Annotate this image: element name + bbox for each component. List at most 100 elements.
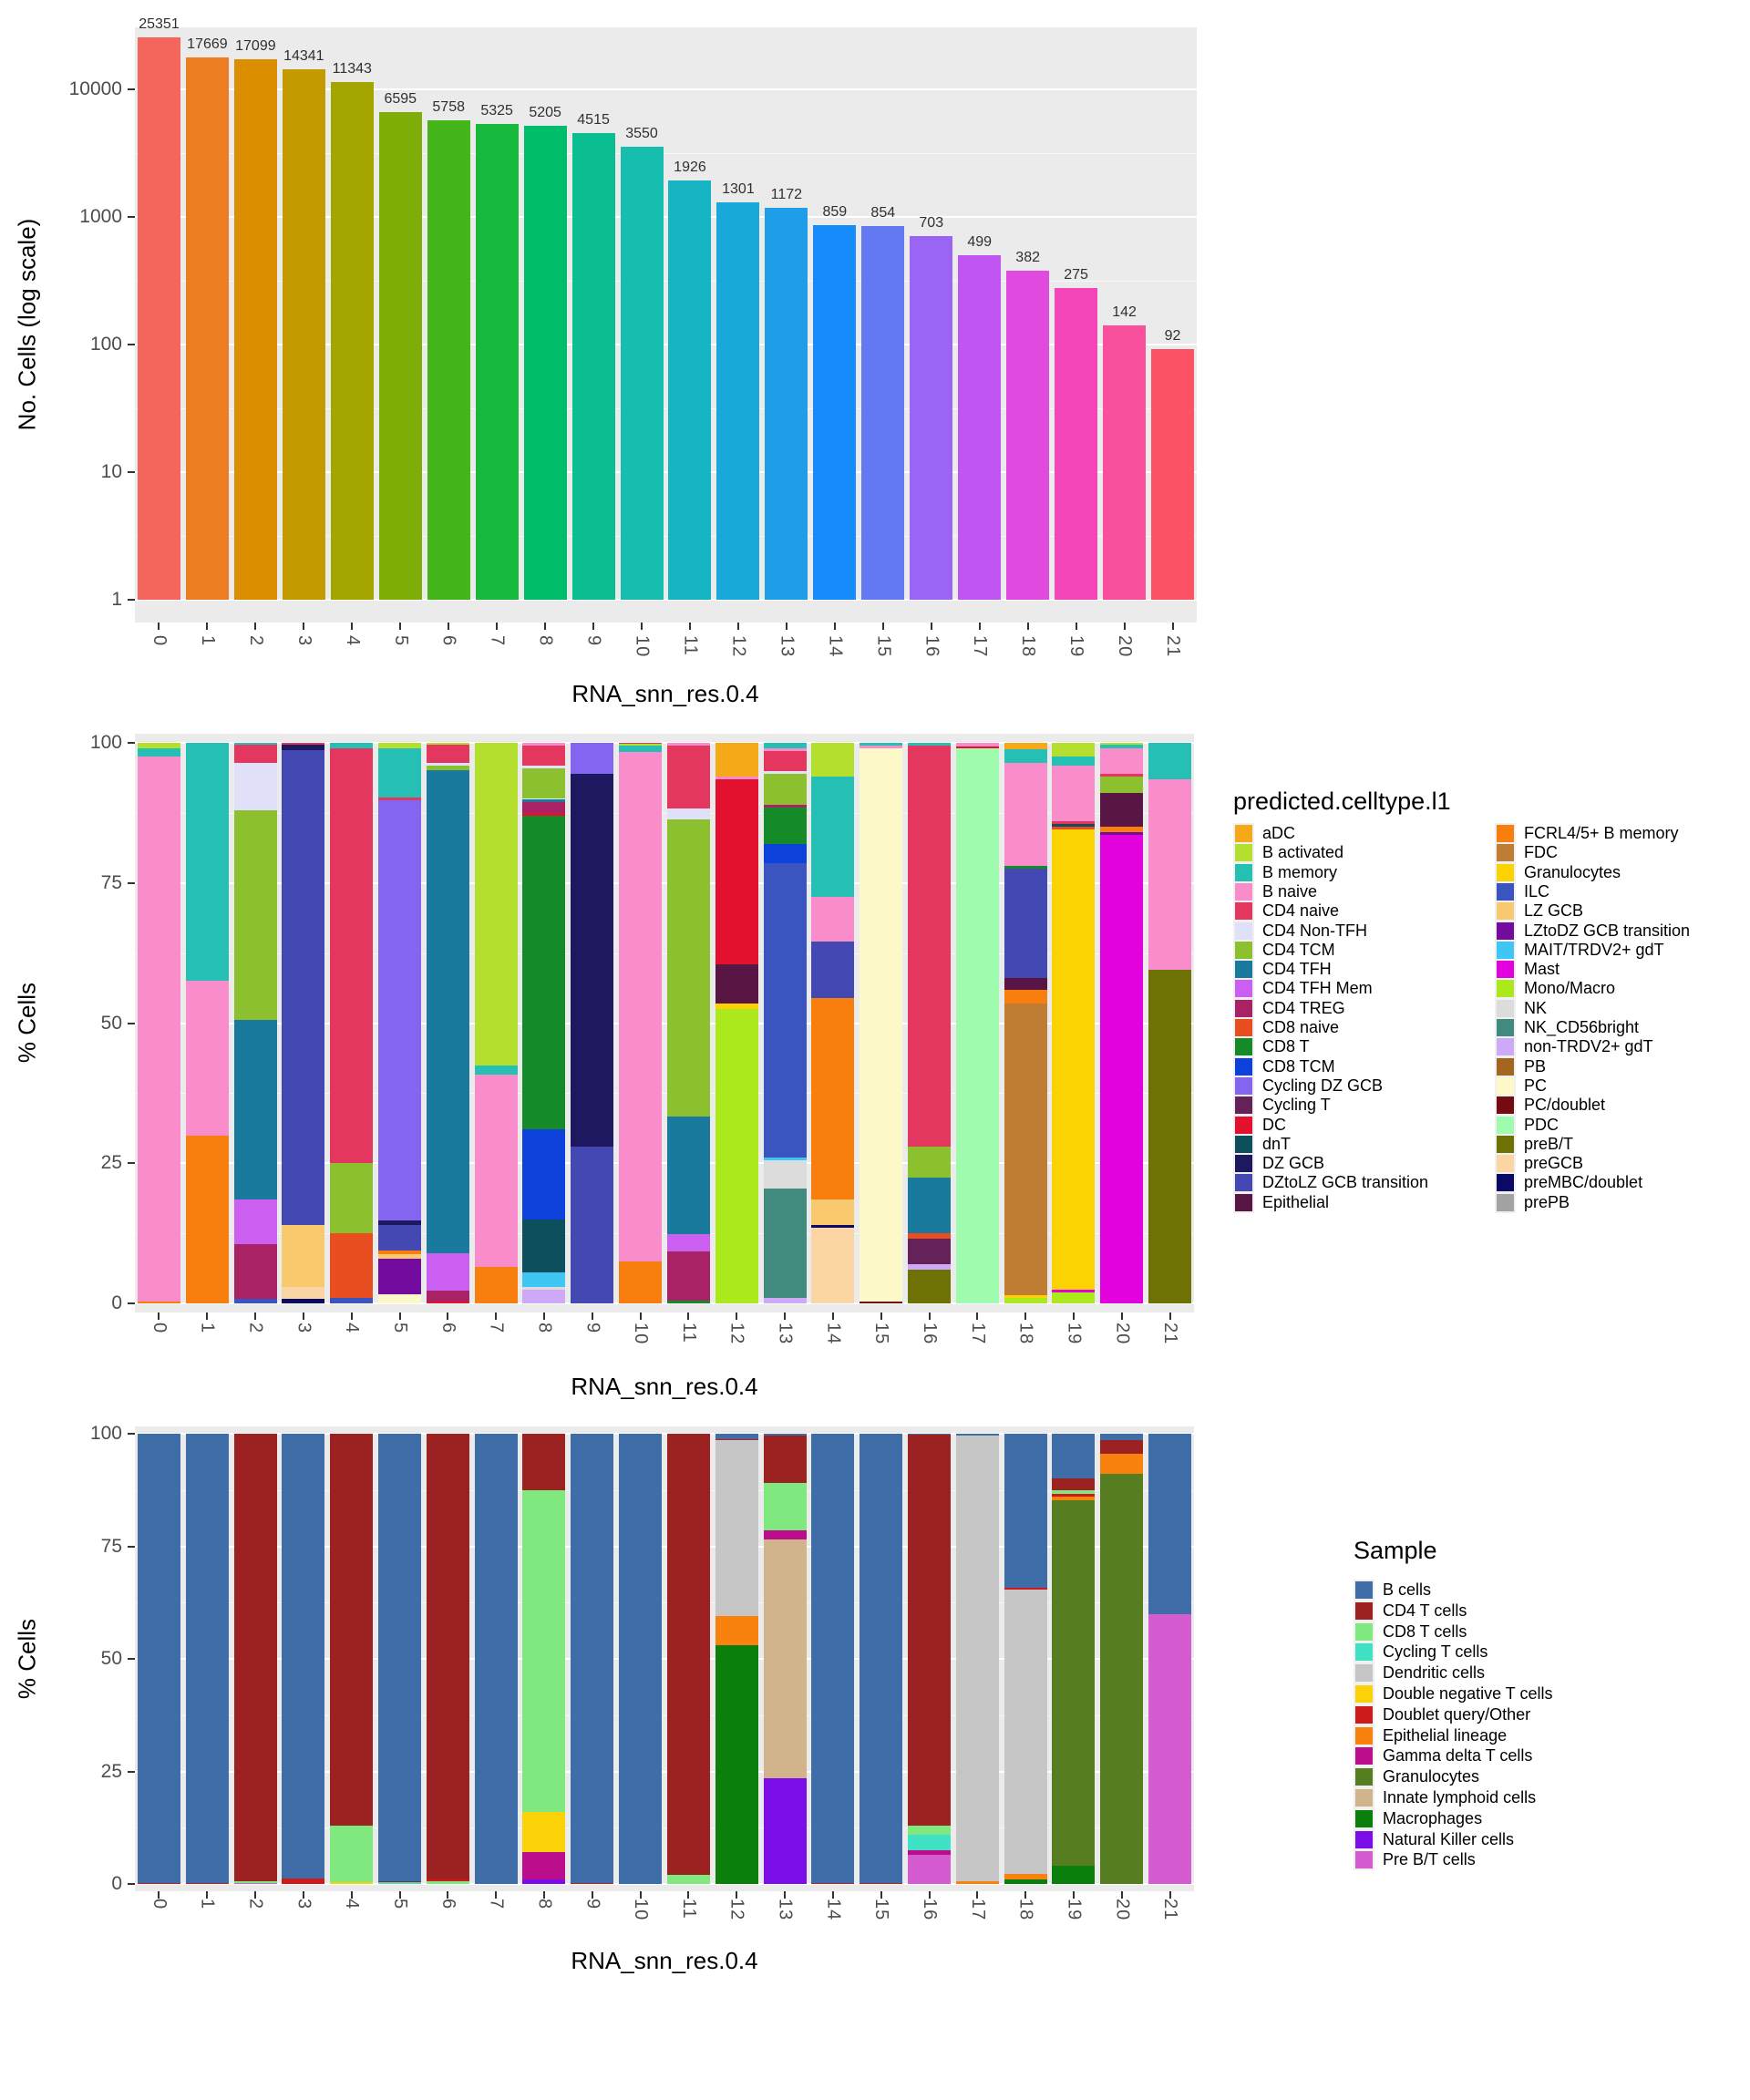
stack-segment-natural-killer-cells	[522, 1879, 566, 1884]
stack-segment-doublet-query-other	[1004, 1588, 1047, 1590]
stack-segment-cd8-t-cells	[908, 1825, 951, 1835]
legend-label: Double negative T cells	[1383, 1684, 1553, 1703]
x-axis-tick-label: 4	[342, 1323, 363, 1334]
stack-segment-macrophages	[715, 1645, 758, 1884]
minor-gridline	[135, 408, 1197, 409]
stack-segment-b-memory	[619, 746, 663, 752]
legend-item-b-memory: B memory	[1233, 861, 1527, 883]
stack-segment-b-activated	[619, 744, 663, 746]
x-axis-tick	[1123, 623, 1126, 630]
legend-label: FDC	[1524, 843, 1558, 862]
stack-segment-dz-gcb	[282, 744, 325, 750]
stack-segment-cd4-naive	[426, 745, 469, 764]
stack-segment-doublet-query-other	[137, 1882, 180, 1884]
y-axis-tick	[128, 599, 135, 601]
legend-label: PC/doublet	[1524, 1096, 1606, 1115]
y-axis-tick	[128, 1883, 135, 1885]
x-axis-tick-label: 17	[967, 1899, 988, 1921]
count-bar-cluster-21	[1151, 349, 1195, 600]
x-axis-tick-label: 6	[438, 635, 459, 647]
legend-swatch	[1495, 880, 1516, 902]
stack-segment-cd4-naive	[666, 746, 710, 808]
stack-segment-epithelial-lineage	[955, 1880, 999, 1884]
stack-segment-nk	[522, 1287, 566, 1291]
y-axis-tick-label: 10000	[68, 78, 122, 99]
legend-swatch	[1354, 1724, 1374, 1746]
stack-segment-innate-lymphoid-cells	[763, 1539, 807, 1778]
legend-item-pc: PC	[1495, 1075, 1750, 1096]
counts-x-axis-title: RNA_snn_res.0.4	[571, 680, 759, 707]
stack-segment-non-trdv2-gdt	[522, 1290, 566, 1303]
x-axis-tick	[978, 623, 981, 630]
legend-item-dztolz-gcb-transition: DZtoLZ GCB transition	[1233, 1172, 1527, 1194]
count-bar-cluster-19	[1055, 288, 1098, 600]
x-axis-tick-label: 19	[1064, 1323, 1085, 1345]
stack-segment-b-cells	[715, 1434, 758, 1439]
x-axis-tick	[928, 1312, 931, 1320]
count-bar-value-label: 854	[870, 204, 896, 221]
x-axis-tick-label: 2	[245, 1323, 266, 1334]
legend-label: Innate lymphoid cells	[1383, 1788, 1537, 1807]
x-axis-tick	[880, 1312, 882, 1320]
stack-segment-double-negative-t-cells	[522, 1811, 566, 1853]
x-axis-tick-label: 14	[825, 635, 846, 658]
counts-y-axis-title: No. Cells (log scale)	[13, 218, 41, 431]
x-axis-tick	[254, 1312, 257, 1320]
x-axis-tick	[1024, 1891, 1027, 1899]
y-axis-tick	[128, 344, 135, 345]
x-axis-tick-label: 10	[631, 1899, 652, 1921]
count-bar-value-label: 25351	[139, 16, 180, 33]
stack-segment-doublet-query-other	[811, 1882, 855, 1884]
legend-item-cycling-t: Cycling T	[1233, 1095, 1527, 1117]
stack-segment-b-activated	[378, 743, 421, 749]
x-axis-tick-label: 0	[149, 1323, 170, 1334]
stack-segment-mast	[1052, 1289, 1096, 1292]
legend-item-granulocytes: Granulocytes	[1495, 861, 1750, 883]
x-axis-tick	[1072, 1891, 1075, 1899]
legend-swatch	[1495, 1172, 1516, 1194]
y-axis-tick	[128, 88, 135, 90]
x-axis-tick-label: 3	[293, 1899, 314, 1910]
count-bar-cluster-2	[233, 59, 277, 600]
stack-segment-cd4-naive	[378, 798, 421, 800]
count-bar-cluster-5	[378, 112, 422, 600]
legend-swatch	[1233, 1191, 1254, 1213]
legend-item-ilc: ILC	[1495, 880, 1750, 902]
stack-segment-b-naive	[955, 743, 999, 746]
stack-segment-pregcb	[282, 1286, 325, 1300]
minor-gridline	[135, 1602, 1194, 1604]
minor-gridline	[135, 1489, 1194, 1491]
count-bar-cluster-6	[427, 119, 470, 600]
y-axis-tick	[128, 1162, 135, 1165]
stack-segment-fcrl4-5-b-memory	[1100, 827, 1144, 833]
legend-label: preGCB	[1524, 1154, 1584, 1173]
x-axis-tick	[399, 623, 402, 630]
legend-item-mait-trdv2-gdt: MAIT/TRDV2+ gdT	[1495, 939, 1750, 961]
x-axis-tick	[302, 1312, 304, 1320]
count-bar-value-label: 1301	[722, 181, 755, 197]
stack-segment-cd4-non-tfh	[426, 763, 469, 766]
stack-segment-b-naive	[474, 1075, 518, 1268]
count-bar-value-label: 14341	[283, 48, 324, 65]
legend-item-nk-cd56bright: NK_CD56bright	[1495, 1017, 1750, 1038]
legend-swatch	[1233, 997, 1254, 1019]
legend-item-nk: NK	[1495, 997, 1750, 1019]
y-axis-tick	[128, 471, 135, 473]
legend-label: DZ GCB	[1262, 1154, 1325, 1173]
stack-segment-b-memory	[137, 747, 180, 757]
legend-item-non-trdv2-gdt: non-TRDV2+ gdT	[1495, 1036, 1750, 1058]
sample-x-axis-title: RNA_snn_res.0.4	[571, 1947, 758, 1974]
legend-item-cd4-t-cells: CD4 T cells	[1354, 1600, 1647, 1621]
stack-segment-epithelial-lineage	[1004, 1873, 1047, 1880]
stack-segment-nk	[763, 1160, 807, 1189]
x-axis-tick-label: 0	[149, 1899, 170, 1910]
legend-label: aDC	[1262, 824, 1296, 842]
y-axis-tick	[128, 216, 135, 218]
x-axis-tick-label: 14	[823, 1323, 844, 1345]
x-axis-tick-label: 18	[1018, 635, 1039, 658]
count-bar-value-label: 92	[1164, 328, 1181, 345]
y-axis-tick	[128, 1022, 135, 1024]
x-axis-tick	[302, 1891, 304, 1899]
x-axis-tick-label: 21	[1160, 1899, 1181, 1921]
legend-label: PDC	[1524, 1115, 1560, 1134]
